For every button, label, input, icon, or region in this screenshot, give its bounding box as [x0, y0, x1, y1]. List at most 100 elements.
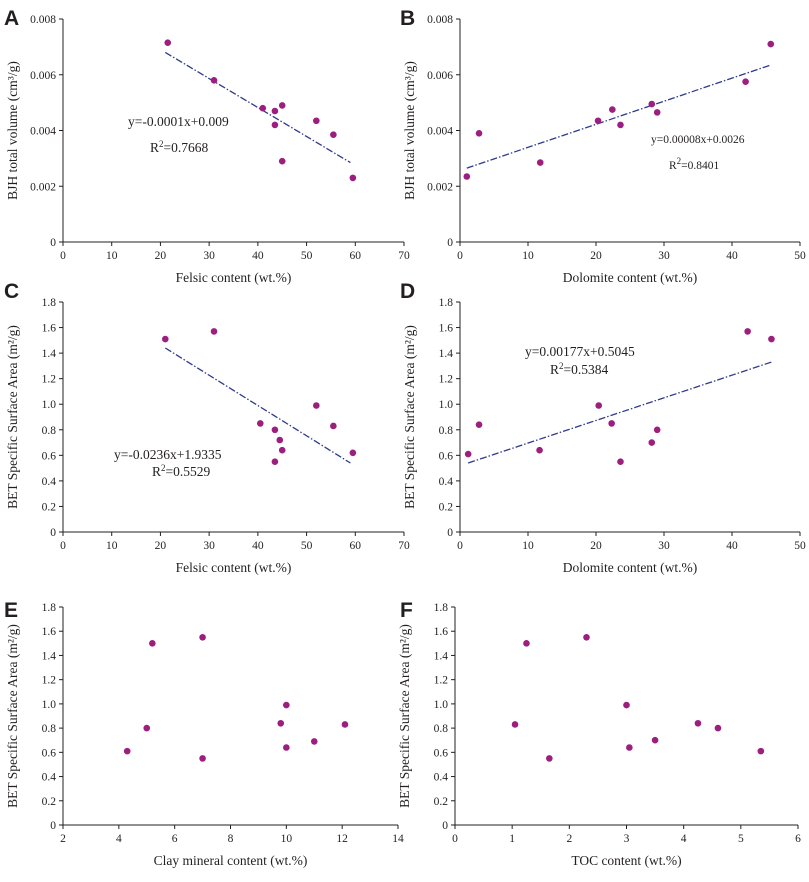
- data-point: [617, 458, 624, 466]
- y-tick-label: 0.006: [30, 70, 56, 82]
- y-tick-label: 1.4: [42, 650, 57, 662]
- y-tick-label: 1.6: [434, 626, 449, 638]
- panel-label: D: [400, 280, 415, 303]
- y-axis-title: BET Specific Surface Area (m²/g): [402, 325, 417, 509]
- x-tick-label: 2: [60, 833, 66, 845]
- y-tick-label: 0.4: [42, 772, 57, 784]
- r-squared: R2=0.8401: [669, 156, 720, 172]
- data-point: [768, 335, 775, 343]
- panel-label: E: [4, 599, 18, 622]
- y-tick-label: 1.4: [42, 348, 57, 360]
- data-point: [256, 420, 264, 427]
- data-point: [277, 719, 285, 727]
- y-tick-label: 0.6: [42, 450, 57, 462]
- x-tick-label: 5: [738, 833, 744, 845]
- y-tick-label: 1.2: [42, 374, 57, 386]
- panel-e: E 2 4 6 8 10 12 14 0 0.2 0.4 0.6 0.8 1.0 1.2 1.4 1.6 1.8 C…: [4, 599, 404, 868]
- x-tick-label: 20: [590, 250, 602, 262]
- x-axis-title: Felsic content (wt.%): [176, 560, 292, 575]
- trend-line: [164, 51, 351, 164]
- x-tick-label: 50: [794, 540, 806, 552]
- data-point: [742, 78, 749, 86]
- y-tick-label: 1.8: [42, 297, 57, 309]
- data-point: [694, 719, 702, 727]
- y-tick-label: 0: [50, 237, 56, 249]
- data-point: [271, 121, 279, 129]
- data-point: [714, 724, 722, 732]
- regression-equation: y=0.00008x+0.0026: [651, 134, 745, 146]
- y-tick-label: 0: [50, 820, 56, 832]
- r-squared-value: =0.8401: [681, 160, 719, 172]
- y-tick-label: 0.004: [427, 126, 453, 138]
- data-point: [536, 446, 543, 454]
- x-tick-label: 10: [106, 250, 118, 262]
- data-point: [651, 736, 659, 744]
- data-point: [330, 131, 337, 138]
- y-tick-label: 1.4: [439, 348, 454, 360]
- y-tick-label: 1.8: [439, 297, 454, 309]
- y-tick-label: 0.008: [427, 14, 453, 26]
- data-point: [546, 755, 553, 762]
- regression-equation: y=-0.0001x+0.009: [128, 114, 229, 129]
- data-point: [164, 39, 172, 46]
- data-point: [271, 426, 279, 434]
- y-tick-label: 0.6: [42, 747, 57, 759]
- data-point: [271, 458, 279, 466]
- panel-label: F: [400, 599, 413, 622]
- data-point: [210, 328, 218, 335]
- data-point: [463, 173, 471, 180]
- y-tick-label: 0.8: [439, 425, 454, 437]
- x-axis-title: Dolomite content (wt.%): [563, 560, 698, 575]
- y-tick-label: 1.0: [42, 399, 57, 411]
- r-squared-value: =0.7668: [164, 140, 209, 155]
- data-point: [259, 104, 267, 112]
- y-tick-label: 1.2: [434, 675, 449, 687]
- r-squared-exponent: 2: [159, 139, 164, 149]
- x-tick-label: 40: [252, 250, 264, 262]
- data-point: [341, 721, 349, 728]
- data-point: [199, 755, 206, 762]
- data-point: [330, 422, 337, 430]
- data-point: [523, 640, 530, 647]
- x-tick-label: 0: [457, 540, 463, 552]
- y-axis-title: BJH total volume (cm³/g): [402, 61, 417, 200]
- x-tick-label: 0: [60, 250, 66, 262]
- data-point: [626, 744, 633, 751]
- trend-line: [164, 347, 351, 464]
- r-squared-symbol: R: [150, 140, 159, 155]
- data-point: [271, 107, 279, 115]
- data-point: [278, 102, 286, 109]
- x-tick-label: 8: [228, 833, 234, 845]
- data-point: [349, 449, 357, 457]
- y-tick-label: 0.002: [30, 181, 56, 193]
- x-axis-title: TOC content (wt.%): [571, 853, 681, 868]
- y-tick-label: 0.002: [427, 181, 453, 193]
- r-squared-symbol: R: [550, 362, 559, 377]
- regression-equation: y=0.00177x+0.5045: [525, 344, 635, 359]
- data-point: [608, 420, 615, 427]
- x-tick-label: 50: [301, 250, 313, 262]
- y-tick-label: 1.2: [42, 675, 57, 687]
- data-point: [283, 744, 290, 751]
- data-point: [210, 77, 218, 84]
- x-axis-title: Dolomite content (wt.%): [563, 270, 698, 285]
- x-tick-label: 40: [726, 250, 738, 262]
- r-squared: R2=0.7668: [150, 139, 209, 155]
- x-tick-label: 10: [522, 540, 534, 552]
- y-tick-label: 0.6: [434, 747, 449, 759]
- y-tick-label: 0.2: [434, 796, 449, 808]
- x-tick-label: 3: [624, 833, 630, 845]
- y-tick-label: 1.6: [42, 626, 57, 638]
- y-tick-label: 1.6: [439, 323, 454, 335]
- data-point: [464, 450, 472, 458]
- panel-label: A: [4, 7, 19, 30]
- y-tick-label: 0: [447, 237, 453, 249]
- data-point: [162, 335, 169, 343]
- y-tick-label: 0.006: [427, 70, 453, 82]
- y-tick-label: 1.8: [434, 602, 449, 614]
- data-point: [310, 738, 318, 745]
- data-point: [623, 701, 630, 709]
- data-point: [123, 747, 131, 755]
- data-point: [617, 121, 624, 129]
- data-point: [313, 117, 320, 125]
